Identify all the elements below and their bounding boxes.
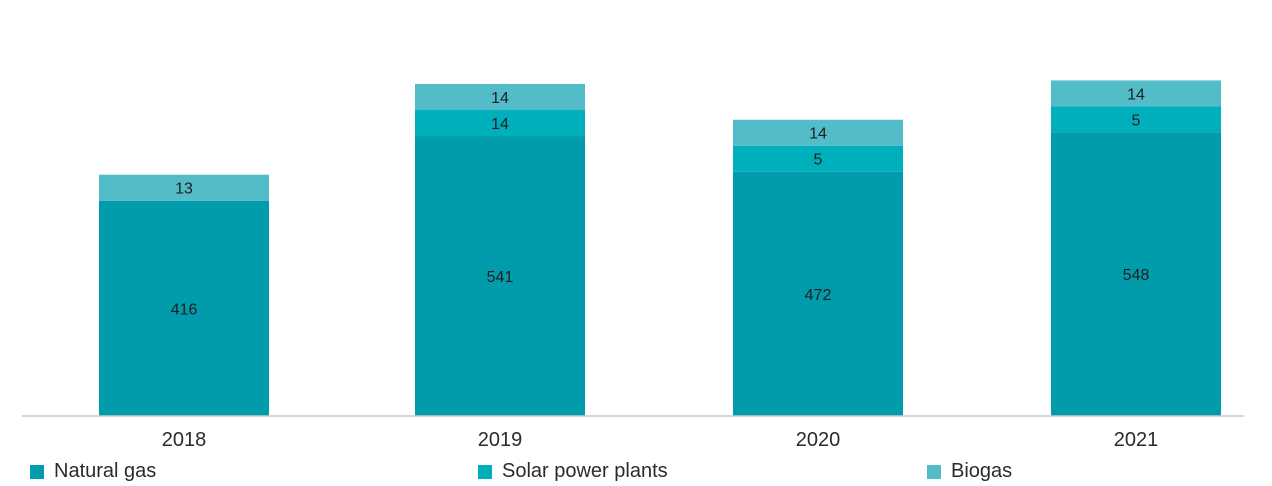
data-labels-layer: 416 13 541 14 14 472 5 14 548 5 14: [171, 86, 1150, 318]
legend-swatch-natural-gas: [30, 464, 44, 479]
legend-label-biogas: Biogas: [951, 460, 1013, 482]
bar-biogas-2021: [1051, 80, 1221, 107]
data-label-biogas-2021: 14: [1127, 86, 1145, 103]
data-label-solar-power-plants-2020: 5: [814, 152, 823, 169]
bar-biogas-2019: [415, 84, 585, 111]
legend-item-solar-power-plants: Solar power plants: [478, 460, 668, 483]
bars-layer: [99, 80, 1221, 416]
data-label-solar-power-plants-2019: 14: [491, 116, 509, 133]
x-tick-label-2019: 2019: [478, 429, 523, 451]
data-label-natural-gas-2018: 416: [171, 301, 198, 318]
bar-solar-power-plants-2019: [415, 110, 585, 137]
bar-biogas-2018: [99, 174, 269, 201]
data-label-biogas-2018: 13: [175, 181, 193, 198]
x-tick-label-2021: 2021: [1114, 429, 1159, 451]
bar-solar-power-plants-2021: [1051, 106, 1221, 133]
x-tick-label-2020: 2020: [796, 429, 841, 451]
legend-item-natural-gas: Natural gas: [30, 460, 156, 483]
legend-swatch-biogas: [927, 464, 941, 479]
bar-natural-gas-2019: [415, 136, 585, 416]
legend: Natural gas Solar power plants Biogas: [0, 460, 1272, 486]
legend-label-solar-power-plants: Solar power plants: [502, 460, 668, 482]
data-label-biogas-2020: 14: [809, 126, 827, 143]
bar-natural-gas-2018: [99, 200, 269, 416]
x-tick-labels: 2018 2019 2020 2021: [162, 429, 1159, 451]
data-label-natural-gas-2021: 548: [1123, 267, 1150, 284]
legend-label-natural-gas: Natural gas: [54, 460, 157, 482]
bar-natural-gas-2020: [733, 171, 903, 416]
data-label-solar-power-plants-2021: 5: [1132, 112, 1141, 129]
bar-solar-power-plants-2020: [733, 145, 903, 172]
data-label-natural-gas-2019: 541: [487, 269, 514, 286]
legend-swatch-solar-power-plants: [478, 464, 492, 479]
bar-biogas-2020: [733, 119, 903, 146]
legend-item-biogas: Biogas: [927, 460, 1012, 483]
bar-natural-gas-2021: [1051, 132, 1221, 416]
x-tick-label-2018: 2018: [162, 429, 207, 451]
data-label-biogas-2019: 14: [491, 90, 509, 107]
data-label-natural-gas-2020: 472: [805, 287, 832, 304]
